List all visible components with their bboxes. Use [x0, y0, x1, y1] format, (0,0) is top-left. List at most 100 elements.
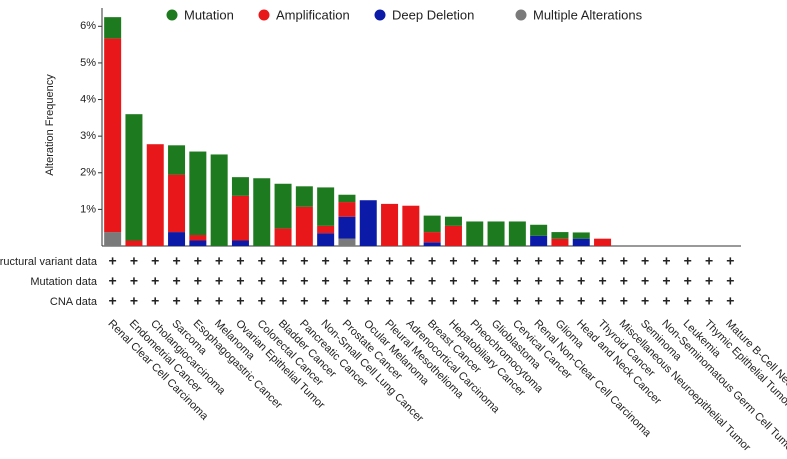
profile-marker: + — [492, 293, 500, 309]
profile-marker: + — [194, 253, 202, 269]
profile-marker: + — [151, 273, 159, 289]
y-tick-label: 6% — [80, 20, 96, 32]
bar-segment — [423, 232, 441, 243]
profile-marker: + — [130, 253, 138, 269]
profile-marker: + — [194, 273, 202, 289]
bar-segment — [317, 233, 335, 246]
bar-segment — [530, 224, 548, 236]
profile-marker: + — [279, 253, 287, 269]
profile-marker: + — [449, 273, 457, 289]
profile-marker: + — [662, 253, 670, 269]
bar-segment — [381, 203, 399, 246]
profile-marker: + — [236, 253, 244, 269]
profile-marker: + — [726, 273, 734, 289]
profile-marker: + — [705, 293, 713, 309]
profile-marker: + — [258, 293, 266, 309]
profile-marker: + — [598, 273, 606, 289]
y-tick-label: 2% — [80, 167, 96, 179]
profile-marker: + — [449, 293, 457, 309]
profile-marker: + — [385, 253, 393, 269]
profile-marker: + — [535, 273, 543, 289]
profile-marker: + — [385, 273, 393, 289]
profile-marker: + — [407, 253, 415, 269]
bar-segment — [338, 194, 356, 203]
bar-segment — [487, 221, 505, 246]
profile-marker: + — [577, 253, 585, 269]
bar-segment — [359, 200, 377, 246]
profile-marker: + — [513, 273, 521, 289]
profile-marker: + — [343, 293, 351, 309]
bar-segment — [125, 114, 143, 241]
bar-segment — [423, 242, 441, 246]
profile-row-label: Mutation data — [30, 276, 98, 288]
y-tick-label: 3% — [80, 130, 96, 142]
profile-marker: + — [215, 273, 223, 289]
profile-marker: + — [215, 253, 223, 269]
profile-marker: + — [300, 293, 308, 309]
profile-marker: + — [109, 293, 117, 309]
profile-marker: + — [577, 273, 585, 289]
bar-segment — [104, 17, 122, 39]
profile-marker: + — [279, 293, 287, 309]
profile-marker: + — [109, 273, 117, 289]
profile-marker: + — [726, 293, 734, 309]
profile-marker: + — [194, 293, 202, 309]
profile-marker: + — [364, 273, 372, 289]
profile-marker: + — [705, 253, 713, 269]
bar-segment — [104, 38, 122, 233]
profile-marker: + — [535, 253, 543, 269]
profile-marker: + — [598, 253, 606, 269]
profile-marker: + — [215, 293, 223, 309]
bar-segment — [572, 238, 590, 246]
bar-segment — [317, 225, 335, 234]
profile-marker: + — [492, 273, 500, 289]
profile-marker: + — [407, 293, 415, 309]
profile-marker: + — [662, 293, 670, 309]
profile-marker: + — [556, 273, 564, 289]
legend-label: Deep Deletion — [392, 7, 474, 22]
profile-marker: + — [684, 253, 692, 269]
profile-marker: + — [322, 273, 330, 289]
profile-marker: + — [513, 253, 521, 269]
legend: Mutation Amplification Deep Deletion Multip… — [166, 7, 643, 22]
bar-segment — [146, 144, 164, 246]
bar-segment — [253, 178, 271, 246]
profile-marker: + — [258, 273, 266, 289]
bar-segment — [338, 202, 356, 217]
bar-segment — [231, 240, 249, 246]
profile-marker: + — [492, 253, 500, 269]
legend-label: Amplification — [276, 7, 350, 22]
profile-marker: + — [620, 273, 628, 289]
legend-swatch — [166, 9, 178, 21]
profile-marker: + — [109, 253, 117, 269]
profile-row-label: CNA data — [50, 296, 98, 308]
bar-segment — [125, 240, 143, 246]
profile-marker: + — [343, 253, 351, 269]
profile-marker: + — [705, 273, 713, 289]
bar-segment — [402, 205, 420, 246]
profile-marker: + — [151, 293, 159, 309]
bar-segment — [295, 186, 313, 207]
profile-marker: + — [322, 293, 330, 309]
profile-marker: + — [300, 273, 308, 289]
profile-marker: + — [535, 293, 543, 309]
profile-marker: + — [364, 293, 372, 309]
bar-segment — [231, 195, 249, 241]
bar-segment — [168, 174, 186, 233]
profile-marker: + — [641, 293, 649, 309]
profile-marker: + — [662, 273, 670, 289]
profile-marker: + — [513, 293, 521, 309]
bar-segment — [189, 151, 207, 236]
y-tick-label: 5% — [80, 57, 96, 69]
profile-marker: + — [684, 293, 692, 309]
bar-segment — [466, 221, 484, 246]
profile-marker: + — [620, 253, 628, 269]
bar-segment — [338, 238, 356, 246]
bar-segment — [317, 187, 335, 226]
bar-segment — [551, 232, 569, 239]
profile-marker: + — [449, 253, 457, 269]
bar-segment — [423, 215, 441, 233]
profile-marker: + — [172, 253, 180, 269]
profile-marker: + — [620, 293, 628, 309]
